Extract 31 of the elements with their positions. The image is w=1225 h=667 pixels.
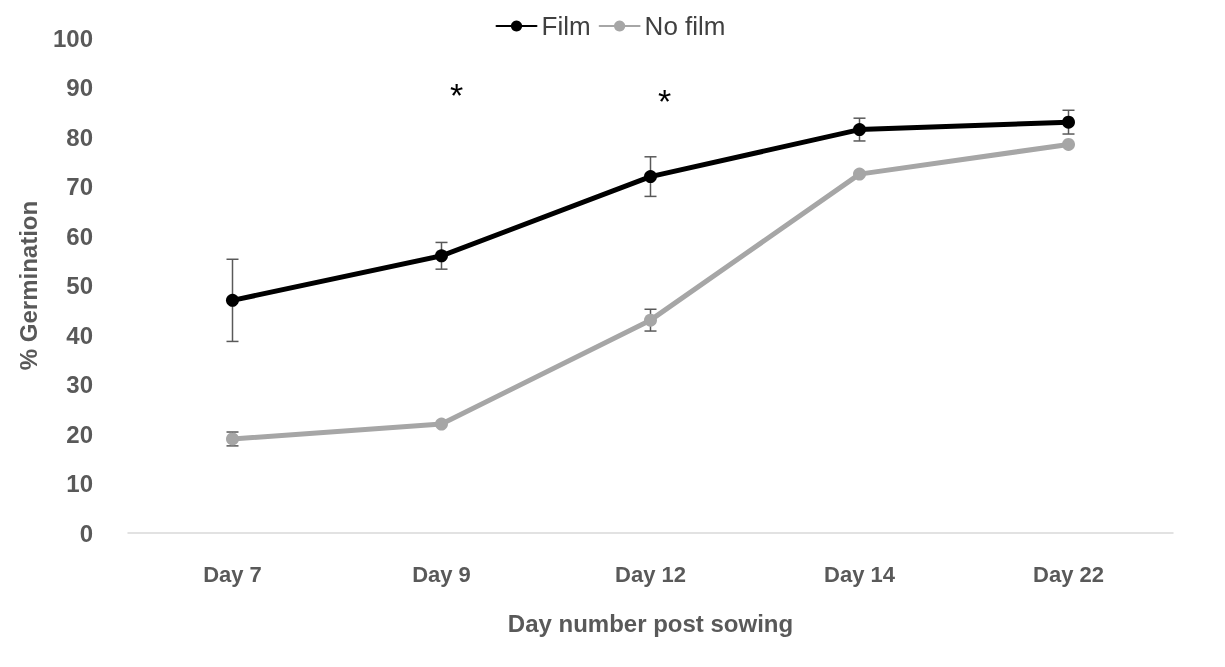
annotation: * [450, 76, 464, 114]
y-axis-title: % Germination [14, 200, 42, 371]
point [644, 313, 657, 327]
point [1062, 137, 1075, 151]
y-tick-label: 60 [66, 222, 93, 250]
y-tick-label: 30 [66, 371, 93, 398]
point [435, 249, 448, 263]
x-tick-label: Day 7 [203, 561, 262, 587]
y-tick-label: 40 [66, 321, 93, 349]
point [853, 167, 866, 181]
legend-label: Film [541, 11, 591, 41]
point [853, 123, 866, 137]
x-tick-label: Day 14 [824, 561, 896, 587]
y-tick-label: 100 [52, 24, 93, 52]
x-axis-title: Day number post sowing [507, 609, 794, 637]
point [435, 417, 448, 431]
y-tick-label: 0 [79, 519, 93, 547]
x-tick-label: Day 12 [615, 561, 686, 587]
y-tick-label: 10 [66, 470, 93, 497]
point [1062, 115, 1075, 129]
point [226, 293, 239, 307]
y-tick-label: 70 [66, 173, 93, 200]
y-tick-label: 80 [66, 123, 93, 151]
y-tick-label: 20 [66, 420, 93, 448]
annotation: * [658, 82, 672, 120]
y-tick-label: 50 [66, 272, 93, 299]
legend-label: No film [644, 11, 726, 41]
x-tick-label: Day 22 [1033, 561, 1104, 587]
point [644, 170, 657, 184]
x-tick-label: Day 9 [412, 561, 471, 587]
y-tick-label: 90 [66, 74, 93, 101]
